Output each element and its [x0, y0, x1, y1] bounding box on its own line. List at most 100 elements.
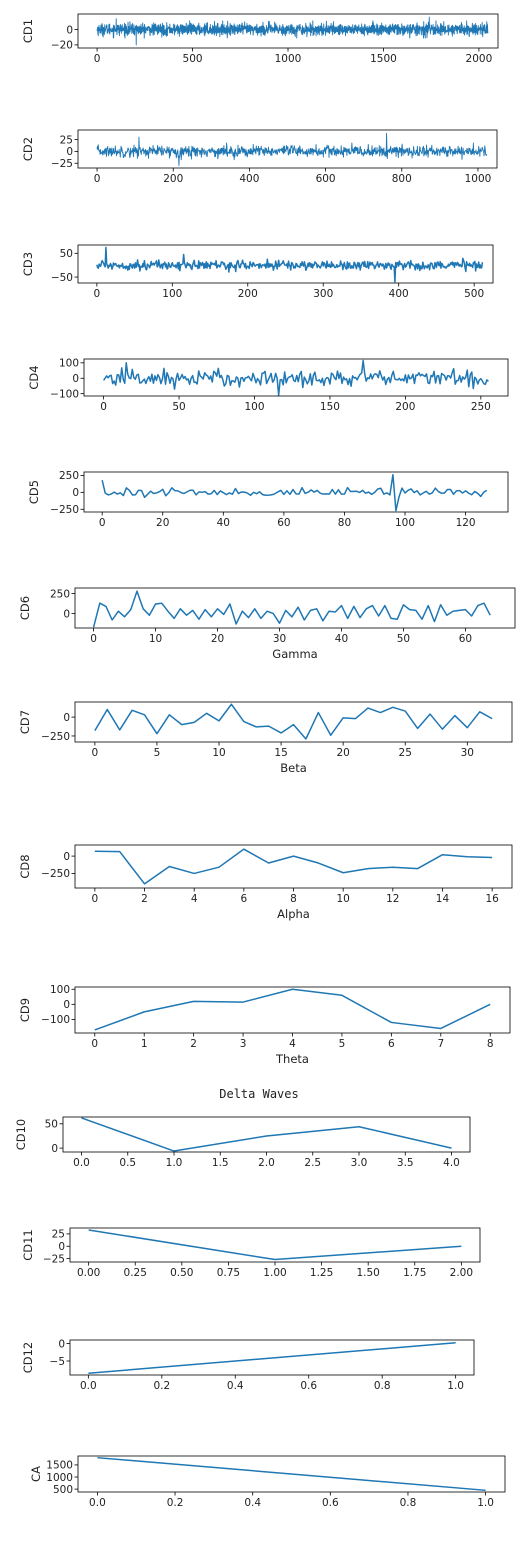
y-tick-label: 100 [50, 984, 70, 996]
y-axis-label: CA [29, 1466, 43, 1482]
x-tick-label: 800 [392, 173, 412, 185]
x-tick-label: 0 [90, 633, 97, 645]
x-tick-label: 1.25 [310, 1267, 333, 1279]
x-tick-label: 100 [395, 517, 415, 529]
x-tick-label: 400 [239, 173, 259, 185]
x-tick-label: 1.75 [403, 1267, 426, 1279]
x-tick-label: 0.4 [227, 1380, 244, 1392]
x-tick-label: 20 [211, 633, 224, 645]
y-tick-label: −20 [51, 40, 73, 52]
x-tick-label: 30 [461, 747, 474, 759]
series-line-cd1 [96, 16, 489, 46]
y-tick-label: −250 [41, 731, 70, 743]
x-tick-label: 2 [190, 1038, 197, 1050]
y-tick-label: −25 [51, 158, 73, 170]
axes-frame [69, 1339, 475, 1376]
x-tick-label: 0 [92, 747, 99, 759]
x-tick-label: 10 [336, 893, 349, 905]
x-tick-label: 50 [397, 633, 410, 645]
y-tick-label: −50 [51, 272, 73, 284]
x-tick-label: 0.4 [244, 1497, 261, 1509]
x-tick-label: 0 [94, 288, 101, 300]
x-tick-label: 6 [388, 1038, 395, 1050]
subplot-cd11: 0.00 0.25 0.50 0.75 1.00 1.25 1.50 1.75 2.00 250−… [21, 1227, 481, 1279]
subplot-cd1: 0 500 1000 1500 2000 0 −20 CD1 [21, 13, 499, 65]
x-axis-label: Alpha [277, 907, 310, 921]
axes-frame [69, 1227, 481, 1263]
y-tick-label: −250 [41, 868, 70, 880]
x-tick-label: 4 [289, 1038, 296, 1050]
x-tick-label: 50 [172, 401, 185, 413]
x-tick-label: 200 [163, 173, 183, 185]
axes-frame [77, 1455, 506, 1493]
x-tick-label: 60 [459, 633, 472, 645]
x-axis-label: Beta [280, 761, 307, 775]
x-tick-label: 0 [94, 173, 101, 185]
x-tick-label: 200 [238, 288, 258, 300]
x-tick-label: 10 [212, 747, 225, 759]
x-tick-label: 120 [456, 517, 476, 529]
axes-frame [77, 129, 498, 169]
x-tick-label: 0.75 [217, 1267, 240, 1279]
x-tick-label: 5 [339, 1038, 346, 1050]
subplot-cd7: 0 5 10 15 20 25 30 0 −250 CD7 Beta [18, 701, 513, 775]
y-tick-label: 25 [60, 134, 73, 146]
series-line-cd3 [96, 246, 484, 283]
x-tick-label: 2.00 [450, 1267, 473, 1279]
x-tick-label: 100 [244, 401, 264, 413]
x-tick-label: 0.25 [124, 1267, 147, 1279]
x-tick-label: 0.6 [300, 1380, 317, 1392]
x-tick-label: 1000 [275, 53, 302, 65]
y-tick-label: −5 [50, 1356, 65, 1368]
x-tick-label: 1.0 [166, 1157, 183, 1169]
y-axis-label: CD12 [21, 1342, 35, 1374]
y-tick-label: −25 [43, 1253, 65, 1265]
x-tick-label: 60 [277, 517, 290, 529]
x-tick-label: 14 [436, 893, 450, 905]
series-line-cd11 [88, 1229, 462, 1261]
y-tick-label: 0 [72, 373, 79, 385]
x-tick-label: 1.0 [477, 1497, 494, 1509]
y-tick-label: 0 [66, 146, 73, 158]
x-tick-label: 100 [162, 288, 182, 300]
x-tick-label: 600 [316, 173, 336, 185]
y-axis-label: CD7 [18, 710, 32, 734]
x-tick-label: 3 [240, 1038, 247, 1050]
x-tick-label: 150 [320, 401, 340, 413]
figure-suptitle: Delta Waves [219, 1087, 298, 1101]
y-axis-label: CD11 [21, 1229, 35, 1261]
axes-frame [74, 844, 513, 889]
x-tick-label: 0.0 [80, 1380, 97, 1392]
x-tick-label: 10 [149, 633, 162, 645]
x-tick-label: 1.5 [212, 1157, 229, 1169]
y-axis-label: CD5 [27, 480, 41, 504]
axes-frame [83, 358, 509, 397]
x-tick-label: 1500 [370, 53, 397, 65]
y-tick-label: 25 [52, 1229, 65, 1241]
x-tick-label: 200 [395, 401, 415, 413]
x-tick-label: 30 [273, 633, 286, 645]
x-tick-label: 0.0 [89, 1497, 106, 1509]
x-tick-label: 400 [389, 288, 409, 300]
x-tick-label: 1.50 [356, 1267, 379, 1279]
y-tick-label: 0 [66, 24, 73, 36]
x-tick-label: 8 [290, 893, 297, 905]
series-line-cd8 [94, 848, 493, 885]
x-tick-label: 0 [94, 53, 101, 65]
x-tick-label: 12 [386, 893, 399, 905]
y-axis-label: CD6 [18, 596, 32, 620]
x-tick-label: 2000 [466, 53, 493, 65]
series-line-cd2 [96, 132, 488, 167]
y-tick-label: 100 [59, 358, 79, 370]
y-tick-label: 250 [50, 588, 70, 600]
x-tick-label: 0 [100, 401, 107, 413]
y-tick-label: 0 [63, 999, 70, 1011]
y-axis-label: CD9 [18, 998, 32, 1022]
y-tick-label: 0 [72, 487, 79, 499]
subplot-cd5: 0 20 40 60 80 100 120 250 0 −250 CD5 [27, 470, 509, 529]
x-tick-label: 1.0 [447, 1380, 464, 1392]
x-tick-label: 6 [240, 893, 247, 905]
subplot-cd9: 0 1 2 3 4 5 6 7 8 100 0 −100 CD9 Theta [18, 984, 511, 1066]
